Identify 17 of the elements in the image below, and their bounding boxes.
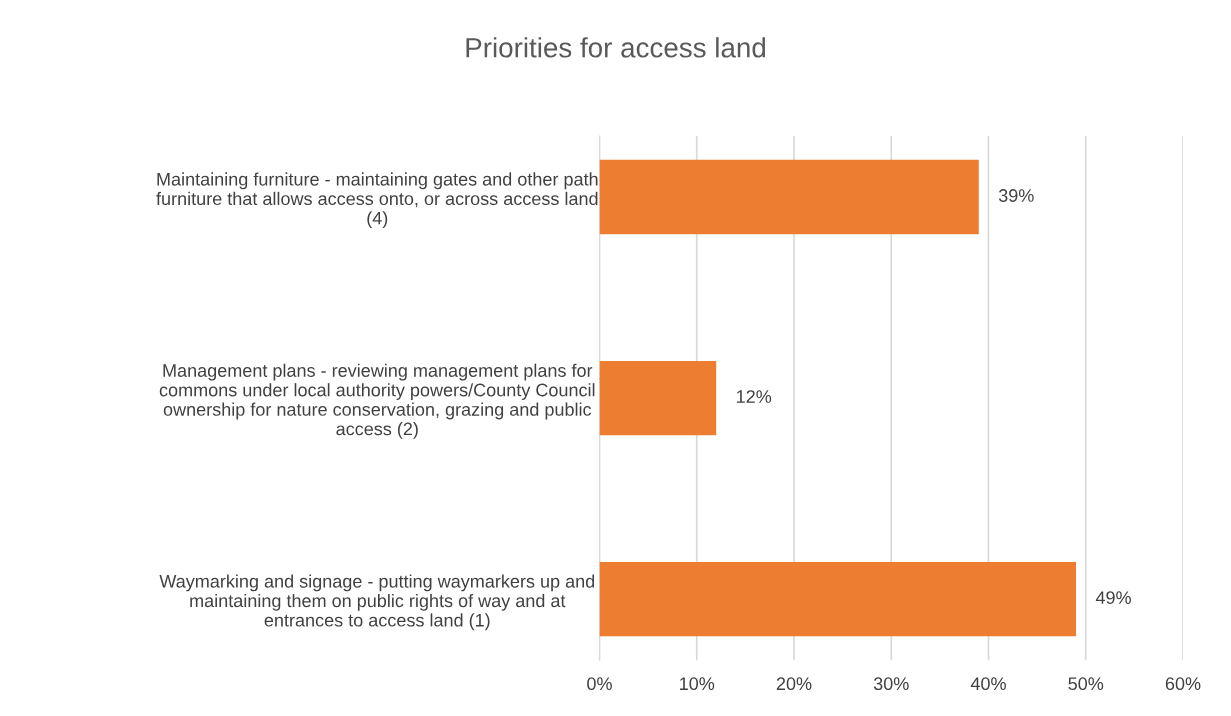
y-tick-label: Waymarking and signage - putting waymarkers up and maintaining them on public rights of way and at entrances to access land (1): [159, 574, 595, 631]
y-tick-label: Management plans - reviewing management plans for commons under local authority powers/County Council ownership for nature conservation, grazing and public access (2): [159, 363, 595, 439]
data-label: 39%: [998, 189, 1034, 202]
x-tick-label: 30%: [873, 677, 909, 691]
x-tick-label: 40%: [970, 677, 1006, 691]
bar: [599, 561, 1077, 637]
x-tick-label: 10%: [680, 677, 715, 691]
data-label: 49%: [1095, 591, 1131, 604]
bar: [599, 159, 979, 235]
y-tick-label: Maintaining furniture - maintaining gates and other path furniture that allows access onto, or across access land (4): [156, 172, 598, 229]
x-tick-label: 60%: [1165, 677, 1201, 691]
x-tick-label: 0%: [587, 677, 612, 691]
bar: [599, 360, 717, 436]
x-tick-label: 20%: [776, 677, 812, 691]
x-tick-label: 50%: [1068, 677, 1104, 691]
chart-title: Priorities for access land: [466, 37, 766, 58]
data-label: 12%: [737, 390, 772, 403]
